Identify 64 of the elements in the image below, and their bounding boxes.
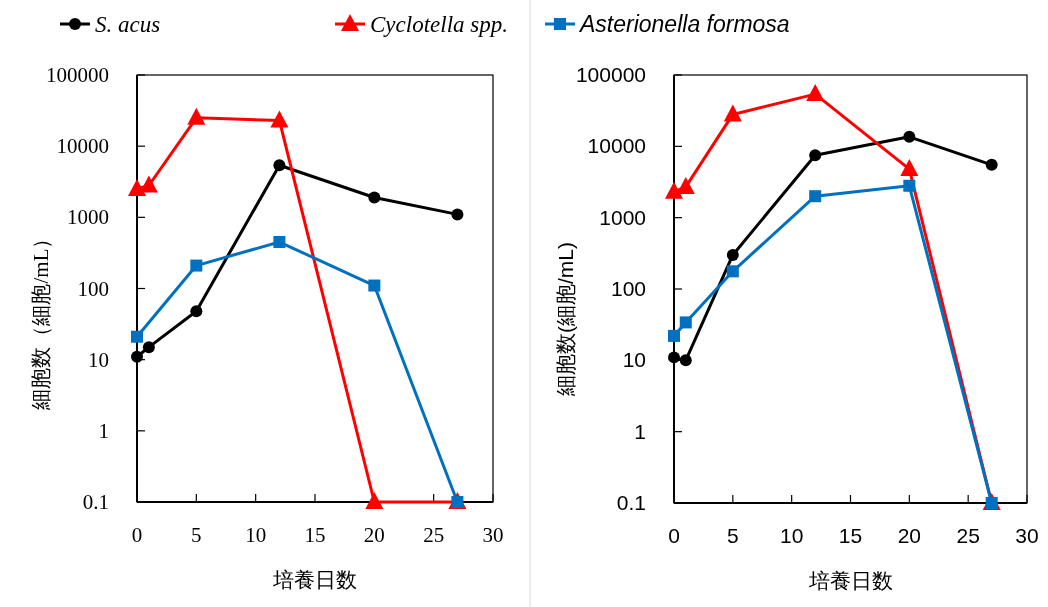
point [451, 208, 464, 221]
point [679, 316, 692, 329]
x-tick-label: 20 [363, 523, 385, 547]
point [668, 351, 680, 364]
point [187, 107, 206, 125]
y-tick-label: 10000 [587, 134, 646, 158]
legend-label: S. acus [95, 12, 161, 37]
x-tick-label: 0 [668, 524, 680, 547]
point [806, 84, 825, 102]
point [726, 248, 739, 261]
x-tick-label: 5 [726, 524, 739, 547]
y-tick-label: 100000 [46, 63, 109, 87]
point [985, 158, 998, 171]
y-tick-label: 1000 [67, 205, 109, 230]
y-tick-label: 1000 [599, 205, 646, 229]
point [809, 190, 822, 203]
point [190, 305, 203, 318]
x-tick-label: 25 [956, 524, 980, 547]
x-tick-label: 0 [131, 523, 143, 547]
x-tick-label: 5 [191, 523, 202, 547]
y-tick-label: 1 [98, 418, 109, 443]
y-tick-label: 100 [77, 276, 109, 301]
y-tick-label: 10 [622, 348, 646, 372]
x-tick-label: 10 [779, 524, 804, 547]
point [903, 130, 916, 143]
y-tick-label: 100000 [575, 63, 646, 86]
point [368, 279, 381, 292]
point [365, 492, 384, 509]
x-tick-label: 30 [1015, 524, 1039, 547]
x-tick-label: 25 [423, 523, 445, 547]
x-tick-label: 15 [838, 524, 863, 547]
point [665, 181, 683, 199]
x-axis-title: 培養日数 [272, 568, 357, 592]
x-axis-title: 培養日数 [807, 569, 893, 592]
legend-label: Cyclotella spp. [370, 12, 508, 37]
y-axis-title: 細胞数(細胞/mL) [554, 242, 577, 397]
y-tick-label: 0.1 [82, 490, 109, 514]
y-tick-label: 10 [88, 347, 109, 372]
point [679, 354, 692, 367]
point [668, 329, 680, 342]
point [128, 179, 146, 197]
point [273, 236, 286, 249]
x-tick-label: 20 [897, 524, 922, 547]
point [368, 191, 381, 204]
point [726, 265, 739, 278]
point [131, 350, 143, 363]
x-tick-label: 30 [482, 523, 504, 547]
y-tick-label: 100 [610, 277, 646, 300]
point [809, 149, 822, 162]
x-tick-label: 10 [245, 523, 267, 547]
point [903, 179, 916, 192]
point [723, 104, 742, 122]
x-tick-label: 15 [304, 523, 326, 547]
point [142, 341, 155, 354]
y-axis-title: 細胞数（細胞/mL） [29, 227, 53, 411]
point [270, 110, 289, 128]
point [131, 330, 143, 343]
point [190, 259, 203, 272]
point [900, 159, 919, 177]
point [273, 159, 286, 172]
y-tick-label: 1 [634, 419, 646, 443]
legend-label: Asterionella formosa [578, 11, 790, 37]
y-tick-label: 10000 [56, 134, 109, 159]
y-tick-label: 0.1 [616, 491, 646, 514]
